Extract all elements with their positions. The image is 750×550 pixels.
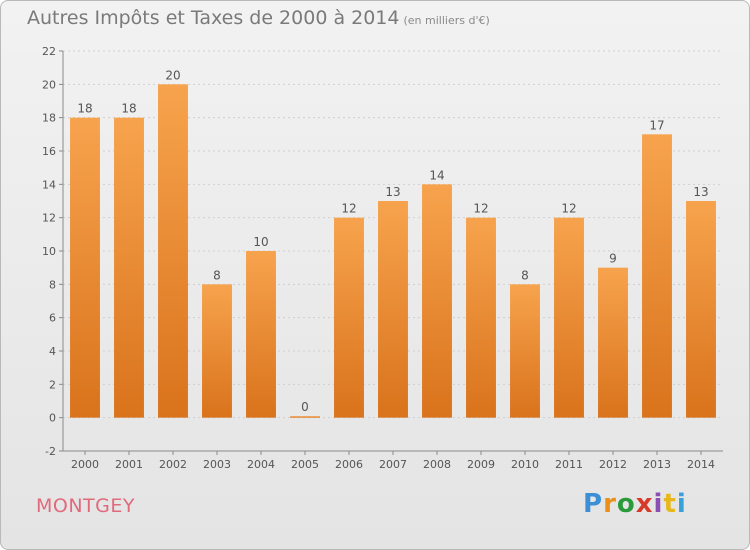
- x-tick-label: 2008: [423, 458, 451, 471]
- bar-value-label: 12: [473, 202, 488, 216]
- bar-value-label: 0: [301, 400, 309, 414]
- bar-value-label: 13: [385, 185, 400, 199]
- bar: [114, 117, 144, 418]
- bar-value-label: 14: [429, 168, 444, 182]
- y-tick-label: 12: [42, 212, 56, 225]
- x-tick-label: 2005: [291, 458, 319, 471]
- y-tick-label: -2: [45, 445, 56, 458]
- x-tick-label: 2013: [643, 458, 671, 471]
- bar: [598, 267, 628, 418]
- commune-name: MONTGEY: [36, 495, 136, 517]
- logo-letter: i: [653, 489, 664, 519]
- x-tick-label: 2003: [203, 458, 231, 471]
- bar: [202, 284, 232, 418]
- bar: [510, 284, 540, 418]
- x-tick-label: 2004: [247, 458, 275, 471]
- y-tick-label: 22: [42, 45, 56, 58]
- logo-letter: i: [676, 489, 687, 519]
- proxiti-logo: Proxiti: [583, 489, 687, 519]
- x-tick-label: 2012: [599, 458, 627, 471]
- bar-value-label: 8: [213, 268, 221, 282]
- x-tick-label: 2001: [115, 458, 143, 471]
- bar: [466, 217, 496, 418]
- bar-value-label: 10: [253, 235, 268, 249]
- logo-letter: r: [603, 489, 617, 519]
- x-tick-label: 2011: [555, 458, 583, 471]
- bar-value-label: 13: [693, 185, 708, 199]
- y-tick-label: 20: [42, 78, 56, 91]
- bar: [158, 84, 188, 418]
- y-tick-label: 10: [42, 245, 56, 258]
- logo-letter: P: [583, 489, 604, 519]
- y-tick-label: 0: [49, 412, 56, 425]
- logo-letter: x: [635, 489, 654, 519]
- y-tick-label: 4: [49, 345, 56, 358]
- bar: [70, 117, 100, 418]
- chart-unit-note: (en milliers d'€): [403, 14, 490, 27]
- y-tick-label: 6: [49, 312, 56, 325]
- bar: [422, 184, 452, 418]
- y-tick-label: 2: [49, 378, 56, 391]
- x-tick-label: 2010: [511, 458, 539, 471]
- bar-value-label: 12: [561, 202, 576, 216]
- bar-value-label: 12: [341, 202, 356, 216]
- bar: [290, 416, 320, 418]
- x-tick-label: 2007: [379, 458, 407, 471]
- bar-value-label: 17: [649, 118, 664, 132]
- y-tick-label: 18: [42, 112, 56, 125]
- bar: [334, 217, 364, 418]
- logo-letter: o: [616, 489, 636, 519]
- bar-layer: 18 18 20 8 10 0 12 13 14 12 8 12 9 17 13: [70, 68, 716, 418]
- bar: [554, 217, 584, 418]
- bar-value-label: 9: [609, 252, 617, 266]
- bar-value-label: 18: [77, 102, 92, 116]
- bar-value-label: 20: [165, 68, 180, 82]
- logo-letter: t: [663, 489, 677, 519]
- y-tick-label: 16: [42, 145, 56, 158]
- x-tick-label: 2002: [159, 458, 187, 471]
- chart-title-text: Autres Impôts et Taxes de 2000 à 2014: [27, 7, 400, 29]
- x-tick-label: 2006: [335, 458, 363, 471]
- chart-title: Autres Impôts et Taxes de 2000 à 2014 (en…: [27, 7, 490, 29]
- y-tick-label: 8: [49, 278, 56, 291]
- bar: [378, 201, 408, 418]
- bar-value-label: 18: [121, 102, 136, 116]
- x-tick-label: 2009: [467, 458, 495, 471]
- x-tick-label: 2000: [71, 458, 99, 471]
- bar-value-label: 8: [521, 268, 529, 282]
- x-tick-label: 2014: [687, 458, 715, 471]
- y-tick-label: 14: [42, 178, 56, 191]
- bar: [686, 201, 716, 418]
- bar: [642, 134, 672, 418]
- bar: [246, 251, 276, 418]
